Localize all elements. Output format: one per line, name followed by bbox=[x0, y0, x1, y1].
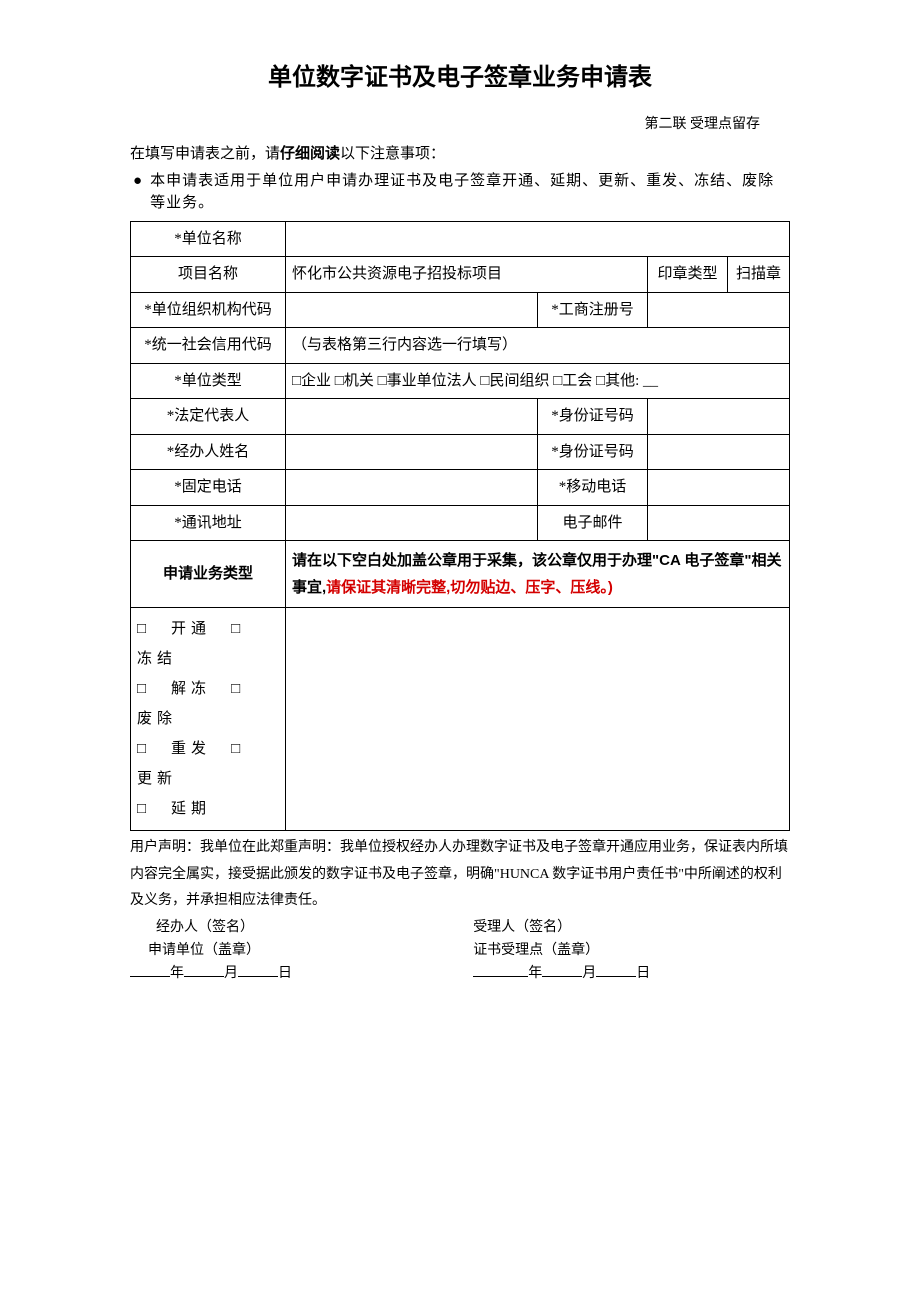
stamp-note-cell: 请在以下空白处加盖公章用于采集，该公章仅用于办理"CA 电子签章"相关事宜,请保… bbox=[286, 541, 790, 608]
credit-code-label: *统一社会信用代码 bbox=[131, 328, 286, 364]
address-label: *通讯地址 bbox=[131, 505, 286, 541]
table-row: *单位组织机构代码 *工商注册号 bbox=[131, 292, 790, 328]
stamp-area[interactable] bbox=[286, 608, 790, 831]
intro-line: 在填写申请表之前，请仔细阅读以下注意事项： bbox=[130, 143, 790, 166]
org-code-label: *单位组织机构代码 bbox=[131, 292, 286, 328]
intro-suffix: 以下注意事项： bbox=[340, 146, 445, 162]
biz-reg-label: *工商注册号 bbox=[538, 292, 648, 328]
unit-seal-label: 申请单位（盖章） bbox=[130, 940, 473, 961]
handler-sign-label: 经办人（签名） bbox=[130, 917, 473, 938]
email-input[interactable] bbox=[648, 505, 790, 541]
bullet-text: 本申请表适用于单位用户申请办理证书及电子签章开通、延期、更新、重发、冻结、废除等… bbox=[150, 170, 790, 215]
date-left[interactable]: 年月日 bbox=[130, 963, 473, 984]
table-row: *单位类型 □企业 □机关 □事业单位法人 □民间组织 □工会 □其他: __ bbox=[131, 363, 790, 399]
signature-row-1: 经办人（签名） 受理人（签名） bbox=[130, 917, 790, 938]
seal-type-label: 印章类型 bbox=[648, 257, 728, 293]
day-label-r: 日 bbox=[636, 966, 650, 981]
intro-bold: 仔细阅读 bbox=[280, 145, 340, 162]
month-label-r: 月 bbox=[582, 966, 596, 981]
project-name-value: 怀化市公共资源电子招投标项目 bbox=[286, 257, 648, 293]
opt-unfreeze[interactable]: □ 解冻 bbox=[137, 681, 211, 697]
biz-options-cell[interactable]: □ 开通 □ 冻结 □ 解冻 □ 废除 □ 重发 □ 更新 □ 延期 bbox=[131, 608, 286, 831]
user-declaration: 用户声明：我单位在此郑重声明：我单位授权经办人办理数字证书及电子签章开通应用业务… bbox=[130, 835, 790, 915]
id-no-input[interactable] bbox=[648, 399, 790, 435]
address-input[interactable] bbox=[286, 505, 538, 541]
table-row: 申请业务类型 请在以下空白处加盖公章用于采集，该公章仅用于办理"CA 电子签章"… bbox=[131, 541, 790, 608]
day-label: 日 bbox=[278, 966, 292, 981]
opt-open[interactable]: □ 开通 bbox=[137, 621, 211, 637]
intro-prefix: 在填写申请表之前，请 bbox=[130, 146, 280, 162]
table-row: *经办人姓名 *身份证号码 bbox=[131, 434, 790, 470]
point-seal-label: 证书受理点（盖章） bbox=[473, 940, 790, 961]
acceptor-sign-label: 受理人（签名） bbox=[473, 917, 790, 938]
org-code-input[interactable] bbox=[286, 292, 538, 328]
bullet-icon: ● bbox=[133, 170, 142, 193]
phone-input[interactable] bbox=[286, 470, 538, 506]
unit-name-input[interactable] bbox=[286, 221, 790, 257]
date-right[interactable]: 年月日 bbox=[473, 963, 790, 984]
page-title: 单位数字证书及电子签章业务申请表 bbox=[130, 60, 790, 96]
table-row: *固定电话 *移动电话 bbox=[131, 470, 790, 506]
id-no2-label: *身份证号码 bbox=[538, 434, 648, 470]
handler-input[interactable] bbox=[286, 434, 538, 470]
unit-type-label: *单位类型 bbox=[131, 363, 286, 399]
year-label-r: 年 bbox=[528, 966, 542, 981]
month-label: 月 bbox=[224, 966, 238, 981]
id-no-label: *身份证号码 bbox=[538, 399, 648, 435]
biz-type-header: 申请业务类型 bbox=[131, 541, 286, 608]
credit-code-note: （与表格第三行内容选一行填写） bbox=[286, 328, 790, 364]
table-row: *单位名称 bbox=[131, 221, 790, 257]
handler-label: *经办人姓名 bbox=[131, 434, 286, 470]
table-row: *通讯地址 电子邮件 bbox=[131, 505, 790, 541]
biz-reg-input[interactable] bbox=[648, 292, 790, 328]
table-row: *法定代表人 *身份证号码 bbox=[131, 399, 790, 435]
opt-extend[interactable]: □ 延期 bbox=[137, 801, 211, 817]
table-row: *统一社会信用代码 （与表格第三行内容选一行填写） bbox=[131, 328, 790, 364]
phone-label: *固定电话 bbox=[131, 470, 286, 506]
table-row: □ 开通 □ 冻结 □ 解冻 □ 废除 □ 重发 □ 更新 □ 延期 bbox=[131, 608, 790, 831]
unit-name-label: *单位名称 bbox=[131, 221, 286, 257]
date-row: 年月日 年月日 bbox=[130, 963, 790, 984]
legal-rep-input[interactable] bbox=[286, 399, 538, 435]
mobile-input[interactable] bbox=[648, 470, 790, 506]
project-name-label: 项目名称 bbox=[131, 257, 286, 293]
stamp-note-red: 请保证其清晰完整,切勿贴边、压字、压线。) bbox=[326, 579, 613, 596]
seal-type-value: 扫描章 bbox=[728, 257, 790, 293]
bullet-item: ● 本申请表适用于单位用户申请办理证书及电子签章开通、延期、更新、重发、冻结、废… bbox=[130, 170, 790, 215]
year-label: 年 bbox=[170, 966, 184, 981]
mobile-label: *移动电话 bbox=[538, 470, 648, 506]
signature-row-2: 申请单位（盖章） 证书受理点（盖章） bbox=[130, 940, 790, 961]
table-row: 项目名称 怀化市公共资源电子招投标项目 印章类型 扫描章 bbox=[131, 257, 790, 293]
email-label: 电子邮件 bbox=[538, 505, 648, 541]
copy-note: 第二联 受理点留存 bbox=[130, 114, 790, 135]
legal-rep-label: *法定代表人 bbox=[131, 399, 286, 435]
opt-reissue[interactable]: □ 重发 bbox=[137, 741, 211, 757]
application-form-table: *单位名称 项目名称 怀化市公共资源电子招投标项目 印章类型 扫描章 *单位组织… bbox=[130, 221, 790, 832]
id-no2-input[interactable] bbox=[648, 434, 790, 470]
unit-type-options[interactable]: □企业 □机关 □事业单位法人 □民间组织 □工会 □其他: __ bbox=[286, 363, 790, 399]
